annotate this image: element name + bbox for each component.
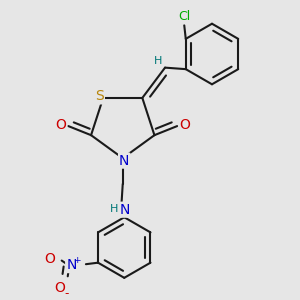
Text: H: H: [154, 56, 163, 66]
Text: H: H: [110, 204, 118, 214]
Text: O: O: [179, 118, 190, 133]
Text: Cl: Cl: [178, 10, 190, 23]
Text: N: N: [119, 154, 129, 168]
Text: +: +: [73, 256, 81, 265]
Text: S: S: [95, 89, 104, 103]
Text: N: N: [120, 203, 130, 217]
Text: O: O: [55, 118, 66, 133]
Text: -: -: [64, 287, 68, 300]
Text: O: O: [54, 281, 65, 295]
Text: N: N: [66, 258, 76, 272]
Text: O: O: [45, 252, 56, 266]
